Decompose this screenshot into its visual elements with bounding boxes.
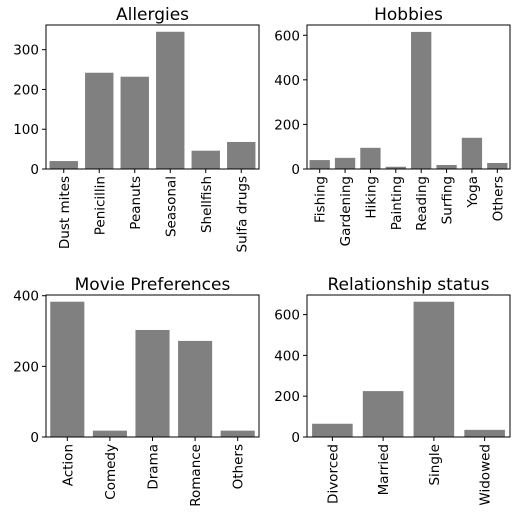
y-tick-label: 400 [274, 348, 300, 364]
bar-yoga [461, 137, 483, 169]
y-tick-label: 600 [274, 28, 300, 44]
x-tick-label-comedy: Comedy [103, 444, 119, 500]
x-tick-label-dust-mites: Dust mites [57, 176, 73, 249]
bar-romance [178, 340, 213, 437]
bar-reading [411, 31, 432, 169]
y-tick-label: 0 [30, 162, 39, 178]
x-tick-label-shellfish: Shellfish [199, 176, 215, 233]
chart-title: Hobbies [374, 5, 443, 25]
x-tick-label-widowed: Widowed [478, 444, 494, 506]
bar-seasonal [156, 31, 185, 169]
y-tick-label: 200 [13, 82, 39, 98]
x-tick-label-fishing: Fishing [313, 176, 329, 223]
x-tick-label-married: Married [376, 444, 392, 495]
bar-sulfa-drugs [227, 141, 256, 169]
bar-comedy [92, 430, 127, 437]
y-tick-label: 200 [274, 389, 300, 405]
chart-movie-preferences: Movie Preferences 0 200 400 Action Comedy Dram… [13, 275, 260, 507]
x-tick-label-penicillin: Penicillin [92, 176, 108, 235]
plot-frame [306, 24, 511, 170]
bar-painting [385, 166, 406, 169]
y-tick-label: 200 [13, 359, 39, 375]
y-tick-label: 300 [13, 43, 39, 59]
x-tick-label-reading: Reading [414, 176, 430, 231]
x-tick-label-romance: Romance [188, 444, 204, 507]
chart-title: Relationship status [328, 275, 490, 295]
chart-allergies: Allergies 0 100 200 300 Dust mites Penicillin P… [13, 5, 260, 252]
x-tick-label-painting: Painting [389, 176, 405, 230]
bar-penicillin [85, 72, 114, 169]
x-tick-label-gardening: Gardening [338, 176, 354, 246]
x-tick-label-peanuts: Peanuts [128, 176, 144, 230]
bar-others [487, 162, 508, 169]
x-tick-label-surfing: Surfing [440, 176, 456, 224]
x-tick-label-single: Single [427, 444, 443, 486]
x-tick-label-others: Others [490, 176, 506, 221]
bar-dust-mites [49, 161, 78, 169]
y-tick-label: 0 [291, 430, 300, 446]
x-tick-label-action: Action [60, 444, 76, 486]
bar-married [362, 391, 404, 437]
bar-surfing [436, 164, 457, 169]
x-tick-label-hiking: Hiking [363, 176, 379, 219]
y-tick-label: 100 [13, 122, 39, 138]
chart-title: Allergies [116, 5, 189, 25]
y-tick-label: 0 [30, 430, 39, 446]
bar-fishing [309, 160, 330, 169]
bar-peanuts [120, 76, 149, 169]
y-tick-label: 400 [13, 289, 39, 305]
plot-frame [45, 24, 260, 170]
bar-others [220, 430, 255, 437]
bar-widowed [464, 429, 505, 437]
bar-action [50, 301, 85, 437]
x-tick-label-drama: Drama [146, 444, 162, 490]
y-tick-label: 600 [274, 308, 300, 324]
bar-hiking [360, 147, 381, 169]
bar-shellfish [191, 150, 220, 169]
chart-hobbies: Hobbies 0 200 400 600 Fishing Gardening Hiking P… [274, 5, 511, 246]
x-tick-label-yoga: Yoga [465, 176, 481, 209]
x-tick-label-divorced: Divorced [325, 444, 341, 504]
bar-drama [135, 329, 170, 437]
plot-frame [306, 294, 511, 438]
chart-relationship-status: Relationship status 0 200 400 600 Divorced Mar… [274, 275, 511, 506]
chart-title: Movie Preferences [75, 275, 231, 295]
x-tick-label-others: Others [231, 444, 247, 489]
y-tick-label: 0 [291, 162, 300, 178]
x-tick-label-seasonal: Seasonal [163, 176, 179, 237]
bar-single [413, 301, 455, 437]
y-tick-label: 400 [274, 73, 300, 89]
bar-gardening [334, 157, 356, 169]
x-tick-label-sulfa-drugs: Sulfa drugs [234, 176, 250, 252]
y-tick-label: 200 [274, 117, 300, 133]
bar-divorced [312, 423, 353, 437]
